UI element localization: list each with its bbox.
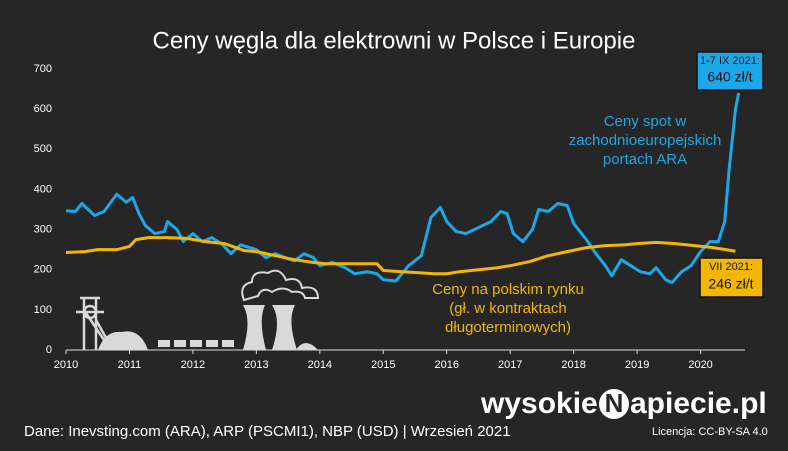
logo: N xyxy=(605,388,624,418)
annotation-text: VII 2021: xyxy=(709,261,753,273)
license: Licencja: CC-BY-SA 4.0 xyxy=(652,426,768,438)
icons xyxy=(76,269,320,350)
y-tick-label: 100 xyxy=(34,304,52,316)
series-line xyxy=(65,92,741,285)
series-label: (gł. w kontraktach xyxy=(449,300,567,317)
y-tick-label: 300 xyxy=(34,223,52,235)
y-tick-label: 700 xyxy=(34,63,52,75)
x-tick-label: 2016 xyxy=(435,359,459,371)
x-tick-label: 2010 xyxy=(54,359,78,371)
series-label: długoterminowych) xyxy=(445,319,571,336)
x-tick-label: 2015 xyxy=(371,359,395,371)
y-tick-label: 200 xyxy=(34,264,52,276)
annotation-box xyxy=(699,257,764,298)
annotation-text: 640 zł/t xyxy=(707,69,752,85)
y-tick-label: 400 xyxy=(34,183,52,195)
annotation-box xyxy=(696,51,764,91)
series-label: portach ARA xyxy=(603,151,687,168)
annotation-text: 246 zł/t xyxy=(708,276,753,292)
logo: apiecie.pl xyxy=(630,387,767,420)
x-tick-label: 2013 xyxy=(244,359,268,371)
y-tick-label: 600 xyxy=(34,103,52,115)
x-tick-label: 2017 xyxy=(498,359,522,371)
annotation-box-blue xyxy=(696,51,764,91)
source: Dane: Inevsting.com (ARA), ARP (PSCMI1),… xyxy=(24,423,511,440)
series-label: Ceny spot w xyxy=(604,113,687,130)
logo-circle xyxy=(599,389,629,419)
logo: wysokie xyxy=(480,387,598,420)
x-tick-label: 2019 xyxy=(625,359,649,371)
x-tick-label: 2014 xyxy=(308,359,332,371)
x-tick-label: 2020 xyxy=(688,359,712,371)
x-tick-label: 2018 xyxy=(561,359,585,371)
x-tick-label: 2011 xyxy=(118,359,142,371)
chart-title: Ceny węgla dla elektrowni w Polsce i Eur… xyxy=(153,27,636,54)
y-tick-label: 0 xyxy=(46,344,52,356)
series-label: zachodnioeuropejskich xyxy=(569,132,722,149)
series-label: Ceny na polskim rynku xyxy=(432,281,584,298)
y-tick-label: 500 xyxy=(34,143,52,155)
series-line xyxy=(65,236,736,276)
annotation-text: 1-7 IX 2021: xyxy=(700,55,760,67)
annotation-box-yellow xyxy=(699,257,764,298)
x-tick-label: 2012 xyxy=(181,359,205,371)
